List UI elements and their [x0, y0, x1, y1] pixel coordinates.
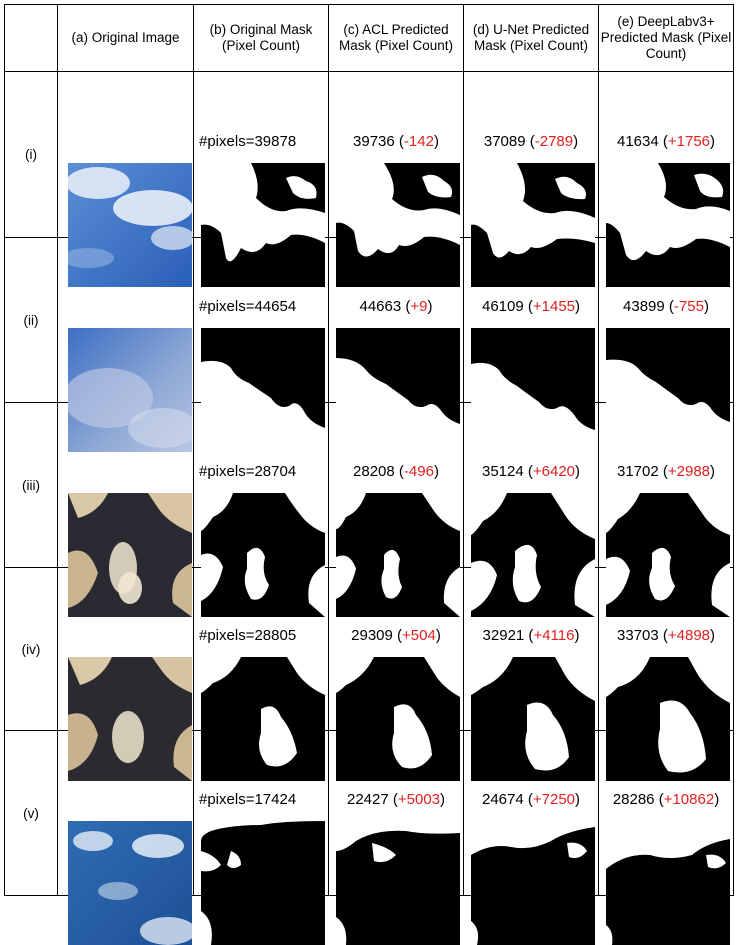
- pixel-count: #pixels=28805: [199, 627, 297, 644]
- pixel-count: #pixels=28704: [199, 463, 297, 480]
- pixel-count: 22427: [346, 791, 389, 808]
- sky-image: [68, 162, 192, 287]
- mask-image: [201, 657, 325, 781]
- row-label: (v): [4, 730, 58, 896]
- mask-image: [201, 821, 325, 945]
- results-table: (a) Original Image (b) Original Mask (Pi…: [4, 4, 734, 945]
- pixel-diff: +4898: [667, 627, 711, 644]
- deeplab-mask-cell: 41634 (+1756): [598, 71, 734, 287]
- header-unet: (d) U-Net Predicted Mask (Pixel Count): [463, 4, 599, 72]
- pixel-count: 29309: [351, 627, 393, 644]
- pixel-count: 46109: [481, 298, 524, 315]
- pixel-diff: +5003: [397, 791, 441, 808]
- sky-image: [68, 328, 192, 452]
- pixel-count: 31702: [616, 463, 659, 480]
- pixel-count: #pixels=17424: [199, 791, 297, 808]
- header-row-label: [4, 4, 58, 72]
- mask-image: [336, 493, 460, 617]
- mask-image: [606, 657, 730, 781]
- mask-image: [336, 162, 460, 287]
- header-deeplab: (e) DeepLabv3+ Predicted Mask (Pixel Cou…: [598, 4, 734, 72]
- pixel-diff: -496: [403, 463, 434, 480]
- sky-image: [68, 657, 192, 781]
- mask-image: [606, 493, 730, 617]
- pixel-diff: -755: [673, 298, 704, 315]
- pixel-diff: -142: [403, 132, 434, 150]
- pixel-diff: -2789: [534, 132, 574, 150]
- pixel-diff: +504: [402, 627, 436, 644]
- pixel-diff: +10862: [663, 791, 715, 808]
- pixel-count: 44663: [359, 298, 402, 315]
- pixel-diff: +1756: [667, 132, 711, 150]
- pixel-count: 32921: [482, 627, 525, 644]
- original-mask-cell: #pixels=39878: [193, 71, 329, 287]
- header-row: (a) Original Image (b) Original Mask (Pi…: [4, 4, 734, 72]
- pixel-diff: +1455: [532, 298, 576, 315]
- mask-image: [201, 162, 325, 287]
- sky-image: [68, 493, 192, 617]
- pixel-count: 39736: [353, 132, 395, 150]
- pixel-count: 28286: [612, 791, 655, 808]
- pixel-count: #pixels=39878: [199, 132, 297, 150]
- pixel-count: 43899: [623, 298, 665, 315]
- pixel-diff: +4116: [533, 627, 575, 644]
- header-acl: (c) ACL Predicted Mask (Pixel Count): [328, 4, 464, 72]
- unet-mask-cell: 37089 (-2789): [463, 71, 599, 287]
- mask-image: [471, 493, 595, 617]
- mask-image: [471, 657, 595, 781]
- mask-image: [336, 328, 460, 452]
- pixel-count: 28208: [353, 463, 395, 480]
- mask-image: [606, 821, 730, 945]
- mask-image: [336, 657, 460, 781]
- mask-image: [336, 821, 460, 945]
- pixel-diff: +9: [410, 298, 428, 315]
- pixel-count: 41634: [616, 132, 659, 150]
- sky-image: [68, 821, 192, 945]
- row-label: (ii): [4, 237, 58, 403]
- mask-image: [606, 162, 730, 287]
- acl-mask-cell: 39736 (-142): [328, 71, 464, 287]
- row-label: (i): [4, 71, 58, 238]
- pixel-diff: +7250: [532, 791, 576, 808]
- mask-image: [606, 328, 730, 452]
- header-original-mask: (b) Original Mask (Pixel Count): [193, 4, 329, 72]
- original-image-cell: [57, 71, 194, 287]
- pixel-count: 24674: [481, 791, 524, 808]
- mask-image: [471, 328, 595, 452]
- row-label: (iv): [4, 567, 58, 731]
- pixel-diff: +2988: [667, 463, 711, 480]
- pixel-count: 35124: [481, 463, 524, 480]
- pixel-count: 37089: [483, 132, 526, 150]
- header-original-image: (a) Original Image: [57, 4, 194, 72]
- row-label: (iii): [4, 402, 58, 568]
- pixel-count: 33703: [616, 627, 659, 644]
- mask-image: [471, 821, 595, 945]
- table-row: (i) #pixels=39878: [4, 71, 734, 287]
- mask-image: [471, 162, 595, 287]
- mask-image: [201, 493, 325, 617]
- mask-image: [201, 328, 325, 452]
- pixel-count: #pixels=44654: [199, 298, 297, 315]
- pixel-diff: +6420: [532, 463, 576, 480]
